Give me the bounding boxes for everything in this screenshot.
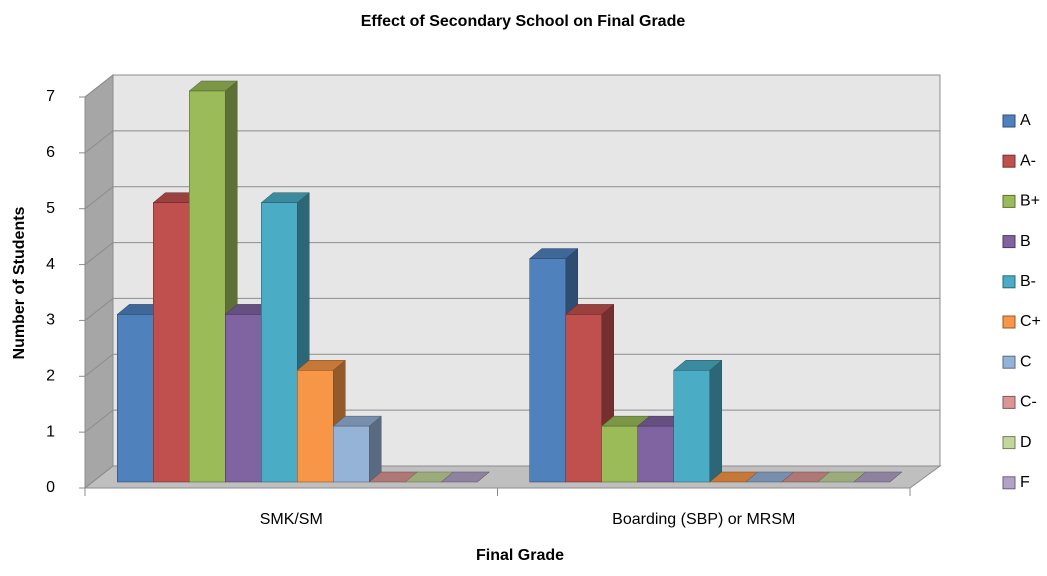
x-tick-label: Boarding (SBP) or MRSM [612, 511, 795, 528]
grid-line [84, 186, 114, 210]
bar [332, 415, 382, 483]
x-axis-label: Final Grade [476, 547, 564, 564]
legend-label: D [1020, 434, 1032, 451]
bar-front [261, 202, 298, 483]
legend-label: C- [1020, 394, 1037, 411]
y-tick-label: 5 [46, 200, 55, 217]
legend-swatch [1002, 315, 1016, 329]
legend-label: B- [1020, 273, 1036, 290]
grid-line [84, 242, 114, 265]
legend-swatch [1002, 355, 1016, 369]
grid-line [84, 298, 114, 321]
bar-front [529, 258, 566, 483]
bar-front [565, 314, 602, 483]
legend-label: F [1020, 474, 1030, 491]
y-tick-label: 0 [46, 479, 55, 496]
bar-front [637, 425, 674, 483]
bar-front [297, 370, 334, 483]
legend-label: C+ [1020, 313, 1041, 330]
legend-label: C [1020, 353, 1032, 370]
grid-line [84, 465, 114, 489]
bar [853, 471, 903, 483]
y-tick-label: 4 [46, 256, 55, 273]
legend-swatch [1002, 476, 1016, 490]
grid-line [84, 74, 114, 98]
bar [188, 80, 238, 483]
bar-top [440, 471, 490, 483]
bar-front [601, 425, 638, 483]
grid-line [84, 409, 114, 433]
bar-front [117, 314, 154, 483]
legend-label: B+ [1020, 193, 1040, 210]
bar [440, 471, 490, 483]
bar [673, 359, 723, 483]
y-tick-label: 2 [46, 368, 55, 385]
legend-label: A [1020, 112, 1031, 129]
legend-swatch [1002, 275, 1016, 289]
legend-swatch [1002, 194, 1016, 208]
bar-front [189, 90, 226, 483]
bar-side [709, 359, 722, 483]
y-tick-label: 1 [46, 423, 55, 440]
legend-swatch [1002, 154, 1016, 168]
legend-label: A- [1020, 152, 1036, 169]
legend-label: B [1020, 233, 1031, 250]
legend-swatch [1002, 395, 1016, 409]
bar-top [853, 471, 903, 483]
y-axis-label: Number of Students [11, 206, 28, 359]
bar-front [225, 314, 262, 483]
legend-swatch [1002, 235, 1016, 249]
y-tick-label: 7 [46, 88, 55, 105]
bar-front [153, 202, 190, 483]
bar-front [333, 425, 370, 483]
chart-title: Effect of Secondary School on Final Grad… [361, 13, 686, 30]
bar-side [369, 415, 382, 483]
side-wall [84, 73, 114, 490]
y-tick-label: 6 [46, 144, 55, 161]
grid-line [84, 130, 114, 154]
legend-swatch [1002, 114, 1016, 128]
grid-line [84, 353, 114, 377]
y-tick-label: 3 [46, 312, 55, 329]
bar-front [673, 370, 710, 483]
x-tick-label: SMK/SM [260, 511, 323, 528]
legend-swatch [1002, 436, 1016, 450]
